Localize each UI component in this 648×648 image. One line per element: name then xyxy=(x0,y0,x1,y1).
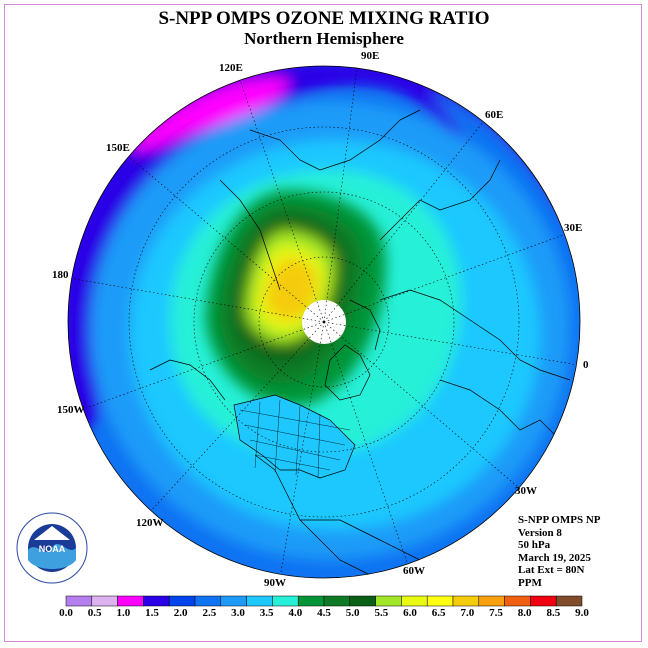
colorbar-swatch xyxy=(323,595,351,607)
coastlines xyxy=(149,109,571,578)
lon-label-150w: 150W xyxy=(57,404,85,416)
lon-label-30w: 30W xyxy=(515,485,537,497)
colorbar-swatch xyxy=(272,595,299,607)
colorbar-tick-label: 2.5 xyxy=(202,607,217,619)
info-units: PPM xyxy=(518,576,542,589)
colorbar-swatch xyxy=(504,595,531,607)
colorbar-swatch xyxy=(194,595,222,607)
colorbar-tick-label: 0.0 xyxy=(59,607,73,619)
colorbar-swatch xyxy=(91,595,118,607)
us-state-grid xyxy=(239,399,351,479)
lon-label-60w: 60W xyxy=(403,565,425,577)
info-lat-extent: Lat Ext = 80N xyxy=(518,564,585,577)
colorbar-tick-label: 2.0 xyxy=(173,607,188,619)
colorbar-tick-label: 9.0 xyxy=(575,607,589,619)
info-instrument: S-NPP OMPS NP xyxy=(518,514,601,526)
colorbar-tick-label: 0.5 xyxy=(87,607,102,619)
colorbar xyxy=(65,595,583,607)
colorbar-tick-label: 7.5 xyxy=(489,607,503,619)
colorbar-tick-label: 8.0 xyxy=(517,607,532,619)
lon-label-120w: 120W xyxy=(136,517,164,529)
info-block: S-NPP OMPS NP Version 8 50 hPa March 19,… xyxy=(518,514,601,590)
colorbar-swatch xyxy=(143,595,170,607)
colorbar-tick-label: 5.0 xyxy=(345,607,360,619)
lon-label-180: 180 xyxy=(52,269,69,281)
info-version: Version 8 xyxy=(518,526,562,539)
lon-label-90e: 90E xyxy=(361,50,380,62)
colorbar-tick-label: 6.0 xyxy=(403,607,417,619)
colorbar-tick-label: 1.5 xyxy=(145,607,159,619)
colorbar-swatch xyxy=(349,595,376,607)
lon-label-90w: 90W xyxy=(264,577,286,589)
colorbar-tick-label: 3.0 xyxy=(231,607,245,619)
info-date: March 19, 2025 xyxy=(518,551,591,564)
colorbar-swatch xyxy=(452,595,480,607)
colorbar-tick-label: 1.0 xyxy=(116,607,131,619)
info-pressure: 50 hPa xyxy=(518,539,551,552)
colorbar-tick-label: 4.0 xyxy=(288,607,303,619)
colorbar-swatch xyxy=(555,595,583,607)
lon-label-30e: 30E xyxy=(564,222,583,234)
colorbar-tick-label: 6.5 xyxy=(431,607,446,619)
lon-label-0: 0 xyxy=(583,359,589,371)
colorbar-swatch xyxy=(401,595,428,607)
colorbar-tick-label: 8.5 xyxy=(546,607,561,619)
colorbar-tick-label: 4.5 xyxy=(317,607,331,619)
colorbar-swatch xyxy=(65,595,93,607)
ozone-field xyxy=(68,66,580,578)
lon-label-150e: 150E xyxy=(106,142,130,154)
map-boundary xyxy=(67,65,581,579)
colorbar-swatch xyxy=(117,595,144,607)
colorbar-swatch xyxy=(375,595,402,607)
colorbar-swatch xyxy=(246,595,273,607)
colorbar-swatch xyxy=(297,595,325,607)
colorbar-swatch xyxy=(168,595,196,607)
colorbar-swatch xyxy=(478,595,505,607)
graticule xyxy=(68,67,579,578)
map-title: S-NPP OMPS OZONE MIXING RATIO xyxy=(158,8,490,29)
colorbar-tick-label: 7.0 xyxy=(460,607,475,619)
colorbar-swatch xyxy=(220,595,247,607)
colorbar-swatch xyxy=(530,595,557,607)
lon-label-60e: 60E xyxy=(485,109,504,121)
colorbar-swatch xyxy=(426,595,454,607)
lon-label-120e: 120E xyxy=(219,62,243,74)
colorbar-tick-label: 3.5 xyxy=(259,607,274,619)
map-subtitle: Northern Hemisphere xyxy=(244,29,404,48)
image-frame xyxy=(4,4,642,642)
colorbar-tick-label: 5.5 xyxy=(374,607,389,619)
